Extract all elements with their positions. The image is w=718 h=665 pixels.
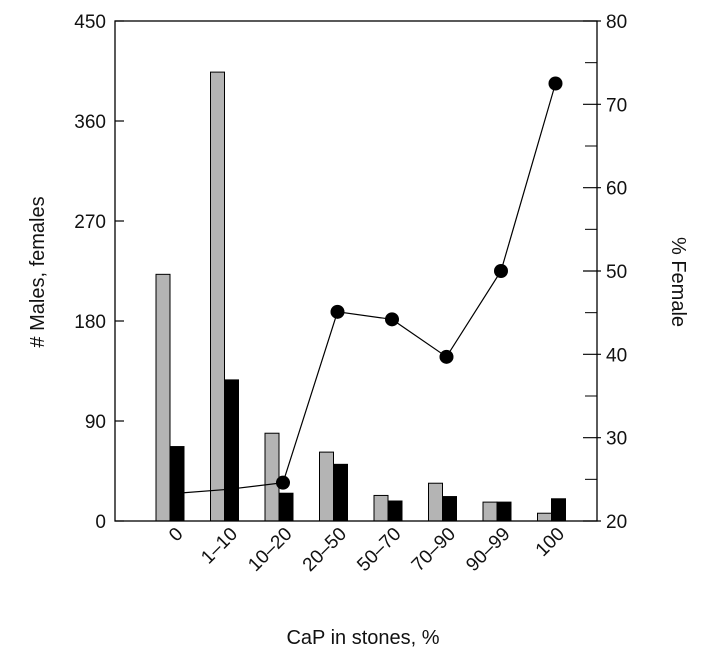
- line-point-6: [494, 264, 508, 278]
- y2-axis-title: % Female: [667, 237, 689, 327]
- x-tick-label-6: 90–99: [462, 524, 514, 576]
- y2-tick-label-1: 30: [606, 429, 627, 450]
- y2-tick-label-0: 20: [606, 512, 627, 533]
- y2-tick-label-3: 50: [606, 262, 627, 283]
- line-point-5: [439, 349, 454, 364]
- bar-series-1-6: [482, 501, 498, 522]
- x-tick-label-0: 0: [165, 524, 187, 546]
- female-percent-line: [173, 83, 557, 495]
- bar-series-1-2: [264, 432, 280, 522]
- bar-series-2-1: [224, 379, 239, 522]
- bar-series-2-5: [442, 496, 457, 522]
- y-tick-label-0: 0: [95, 512, 106, 533]
- bar-series-1-3: [319, 451, 334, 522]
- x-tick-label-1: 1–10: [197, 524, 242, 569]
- y2-tick-label-5: 70: [606, 95, 627, 116]
- line-point-3: [330, 304, 345, 319]
- bar-series-1-4: [373, 494, 389, 522]
- bar-series-1-5: [428, 482, 443, 522]
- y2-tick-label-4: 60: [606, 179, 627, 200]
- bar-series-2-3: [333, 463, 348, 522]
- line-point-2: [276, 475, 290, 490]
- bar-series-2-6: [496, 501, 512, 522]
- x-tick-label-2: 10–20: [244, 524, 296, 576]
- plot-frame: [114, 20, 598, 522]
- x-tick-label-5: 70–90: [408, 524, 460, 576]
- y-tick-label-3: 270: [74, 212, 106, 233]
- bar-series-2-4: [387, 500, 403, 522]
- bar-series-2-2: [278, 492, 294, 522]
- bars-layer: [155, 71, 566, 522]
- bar-series-2-0: [169, 446, 185, 522]
- x-axis-title: CaP in stones, %: [286, 627, 439, 649]
- line-layer: [173, 76, 563, 495]
- x-tick-label-4: 50–70: [353, 524, 405, 576]
- x-tick-label-7: 100: [532, 524, 569, 561]
- bar-series-1-7: [537, 512, 552, 522]
- line-point-4: [385, 312, 399, 327]
- y-axis-title: # Males, females: [27, 196, 49, 347]
- line-point-7: [548, 76, 563, 91]
- y-tick-label-5: 450: [74, 12, 106, 33]
- y2-tick-label-2: 40: [606, 345, 627, 366]
- y-tick-label-2: 180: [74, 312, 106, 333]
- x-tick-label-3: 20–50: [299, 524, 351, 576]
- y-tick-label-4: 360: [74, 112, 106, 133]
- bar-series-1-1: [210, 71, 225, 522]
- y2-tick-label-6: 80: [606, 12, 627, 33]
- y-tick-label-1: 90: [85, 412, 106, 433]
- bar-series-1-0: [155, 273, 171, 522]
- bar-series-2-7: [551, 498, 566, 522]
